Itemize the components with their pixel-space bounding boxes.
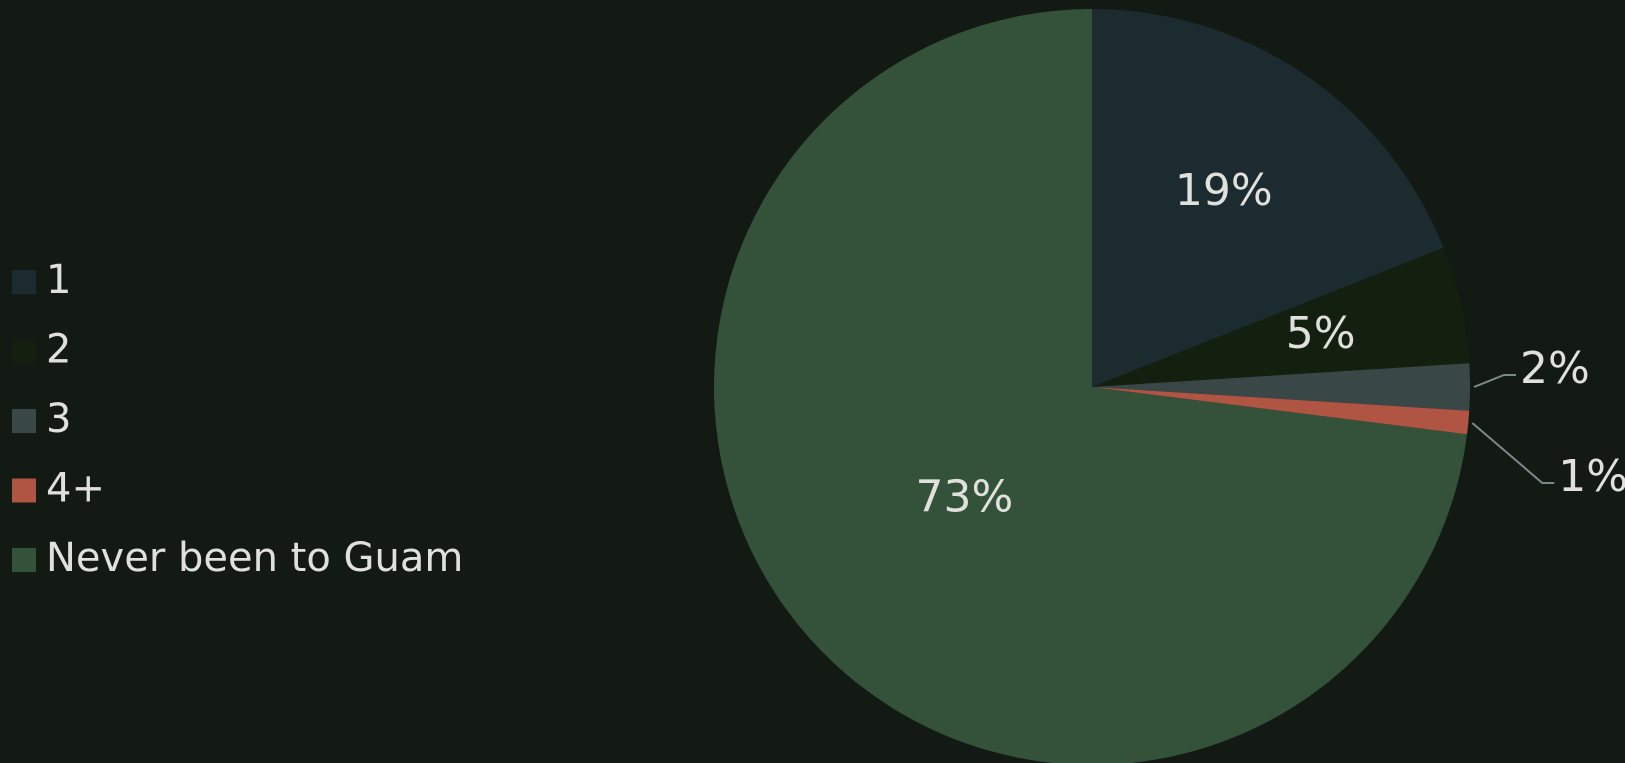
legend-label: 1 — [46, 257, 71, 303]
legend-swatch — [12, 409, 36, 433]
pie-slice — [1092, 9, 1444, 387]
legend-label: 4+ — [46, 466, 105, 512]
legend-swatch — [12, 548, 36, 572]
data-label: 1% — [1558, 451, 1625, 502]
pie-slice — [1092, 247, 1470, 387]
data-label: 73% — [916, 471, 1014, 522]
leader-line — [1473, 374, 1516, 388]
data-label: 19% — [1175, 165, 1273, 216]
data-label: 2% — [1520, 343, 1590, 394]
pie-slice — [714, 9, 1468, 763]
legend-label: 3 — [46, 396, 71, 442]
legend-swatch — [12, 339, 36, 364]
data-label: 5% — [1286, 308, 1356, 359]
legend-swatch — [12, 478, 36, 503]
leader-line — [1471, 422, 1555, 484]
pie-slice — [1092, 387, 1470, 435]
legend-label: Never been to Guam — [46, 535, 463, 581]
pie-slice — [1092, 363, 1470, 411]
legend-label: 2 — [46, 327, 71, 373]
legend-swatch — [12, 270, 36, 294]
